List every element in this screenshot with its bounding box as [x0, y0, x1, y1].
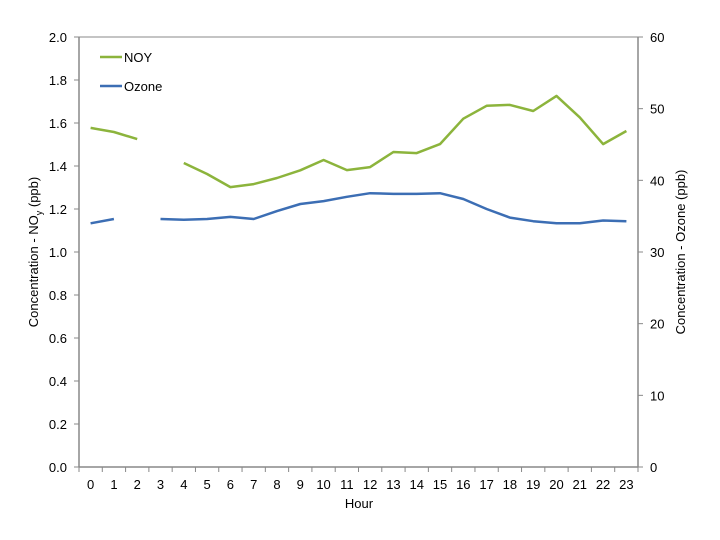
- left-tick-label: 1.8: [49, 73, 67, 88]
- x-tick-label: 2: [134, 477, 141, 492]
- right-tick-label: 20: [650, 317, 664, 332]
- x-tick-label: 22: [596, 477, 610, 492]
- series-line-ozone: [160, 191, 627, 225]
- right-tick-label: 30: [650, 245, 664, 260]
- x-tick-label: 21: [573, 477, 587, 492]
- x-tick-label: 9: [297, 477, 304, 492]
- series-line-noy: [90, 126, 138, 141]
- right-tick-label: 40: [650, 173, 664, 188]
- x-tick-label: 11: [340, 477, 354, 492]
- legend-item-noy: NOY: [100, 50, 153, 65]
- right-tick-label: 60: [650, 30, 664, 45]
- x-tick-label: 17: [479, 477, 493, 492]
- right-tick-label: 10: [650, 388, 664, 403]
- x-tick-label: 5: [203, 477, 210, 492]
- series-line-ozone: [90, 217, 115, 225]
- x-tick-label: 12: [363, 477, 377, 492]
- x-tick-label: 4: [180, 477, 187, 492]
- x-tick-label: 0: [87, 477, 94, 492]
- left-tick-label: 1.4: [49, 159, 67, 174]
- x-tick-label: 10: [316, 477, 330, 492]
- left-y-axis-title: Concentration - NOy (ppb): [26, 177, 44, 327]
- left-tick-label: 0.6: [49, 331, 67, 346]
- x-tick-label: 20: [549, 477, 563, 492]
- left-tick-label: 0.8: [49, 288, 67, 303]
- left-tick-label: 1.0: [49, 245, 67, 260]
- left-y-axis: 0.0 0.2 0.4 0.6 0.8 1.0 1.2 1.4 1.6 1.8 2.0: [49, 30, 79, 475]
- legend-label-noy: NOY: [124, 50, 153, 65]
- left-tick-label: 2.0: [49, 30, 67, 45]
- x-tick-label: 18: [503, 477, 517, 492]
- right-tick-label: 50: [650, 102, 664, 117]
- x-tick-label: 13: [386, 477, 400, 492]
- left-tick-label: 1.2: [49, 202, 67, 217]
- x-tick-label: 19: [526, 477, 540, 492]
- left-tick-label: 0.0: [49, 460, 67, 475]
- right-y-axis-title: Concentration - Ozone (ppb): [673, 170, 688, 335]
- x-tick-label: 16: [456, 477, 470, 492]
- right-y-axis: 0 10 20 30 40 50 60: [638, 30, 664, 475]
- x-tick-label: 7: [250, 477, 257, 492]
- x-axis: 0 1 2 3 4 5 6 7 8 9 10 11 12 13 14 15 16 17 18 19 20 21 22 23: [78, 467, 639, 492]
- left-tick-label: 0.2: [49, 417, 67, 432]
- x-tick-label: 23: [619, 477, 633, 492]
- series-layer: [90, 94, 628, 225]
- x-tick-label: 8: [273, 477, 280, 492]
- x-tick-label: 14: [409, 477, 423, 492]
- legend-label-ozone: Ozone: [124, 79, 162, 94]
- left-tick-label: 0.4: [49, 374, 67, 389]
- x-tick-label: 15: [433, 477, 447, 492]
- right-tick-label: 0: [650, 460, 657, 475]
- x-tick-label: 1: [110, 477, 117, 492]
- left-tick-label: 1.6: [49, 116, 67, 131]
- x-axis-title: Hour: [345, 496, 374, 511]
- legend: NOY Ozone: [100, 50, 162, 94]
- x-tick-label: 3: [157, 477, 164, 492]
- x-tick-label: 6: [227, 477, 234, 492]
- plot-frame: [78, 36, 639, 468]
- series-line-noy: [183, 94, 628, 189]
- legend-item-ozone: Ozone: [100, 79, 162, 94]
